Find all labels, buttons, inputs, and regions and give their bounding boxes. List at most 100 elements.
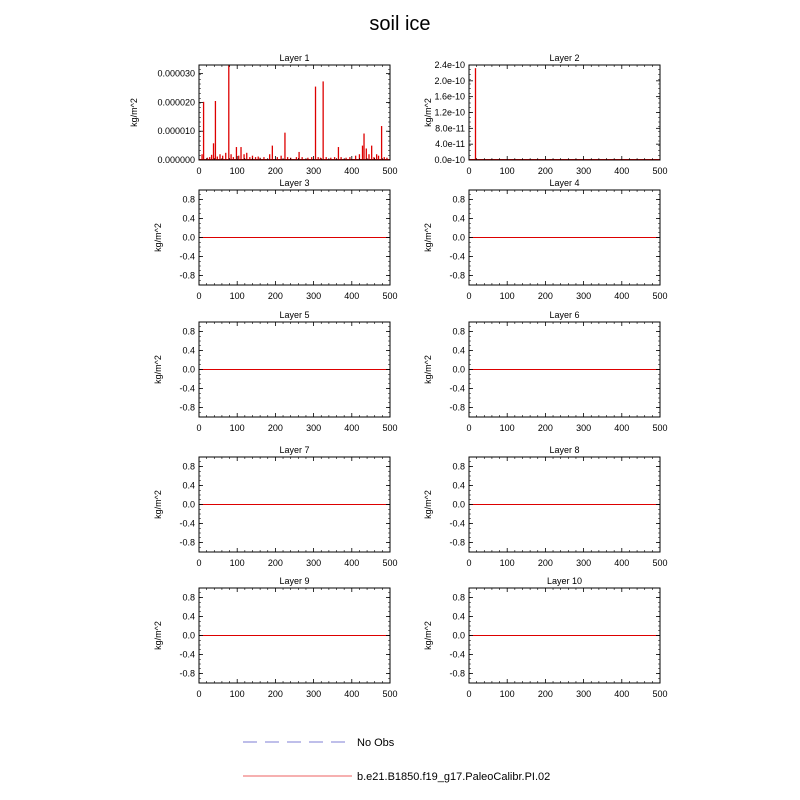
y-tick-label: -0.4 [449,252,465,262]
x-tick-label: 0 [196,558,201,568]
y-axis-label: kg/m^2 [423,223,433,252]
x-tick-label: 200 [268,166,283,176]
panel-title: Layer 1 [279,53,309,63]
y-tick-label: -0.8 [179,403,195,413]
panel-title: Layer 8 [549,445,579,455]
y-tick-label: 2.4e-10 [434,60,465,70]
x-tick-label: 200 [538,166,553,176]
y-tick-label: 0.0 [452,233,465,243]
x-tick-label: 0 [466,423,471,433]
x-tick-label: 200 [268,689,283,699]
x-tick-label: 500 [382,166,397,176]
figure-title: soil ice [369,13,430,35]
y-axis-label: kg/m^2 [423,355,433,384]
y-tick-label: 1.6e-10 [434,92,465,102]
y-tick-label: 0.4 [182,481,195,491]
x-tick-label: 300 [576,166,591,176]
y-tick-label: 4.0e-11 [435,139,465,149]
legend-label-no-obs: No Obs [357,737,395,749]
legend-label-model: b.e21.B1850.f19_g17.PaleoCalibr.PI.02 [357,771,550,783]
panel-layer-6: Layer 6 kg/m^2 0 100 200 300 400 500 0.8 0.4 0.0 -0… [423,310,668,433]
y-tick-label: -0.8 [179,669,195,679]
x-tick-label: 300 [306,291,321,301]
y-tick-label: 0.4 [452,346,465,356]
y-axis-label: kg/m^2 [423,621,433,650]
x-tick-label: 200 [538,689,553,699]
x-tick-label: 400 [344,166,359,176]
y-tick-label: 0.4 [182,346,195,356]
panel-title: Layer 10 [547,576,582,586]
x-tick-label: 400 [614,423,629,433]
panel-layer-8: Layer 8 kg/m^2 0 100 200 300 400 500 0.8 0.4 0.0 -0… [423,445,668,568]
y-tick-label: 0.4 [452,481,465,491]
y-tick-label: -0.8 [179,538,195,548]
y-tick-label: 0.0 [182,500,195,510]
y-tick-label: 0.0e-10 [434,155,465,165]
y-tick-label: 0.8 [182,593,195,603]
x-tick-label: 200 [538,558,553,568]
x-tick-label: 0 [466,558,471,568]
x-tick-label: 300 [306,423,321,433]
x-tick-label: 0 [196,689,201,699]
y-tick-label: 0.000000 [157,155,195,165]
x-tick-label: 300 [306,689,321,699]
x-tick-label: 500 [652,423,667,433]
y-tick-label: 0.4 [452,612,465,622]
panel-title: Layer 3 [279,178,309,188]
panel-title: Layer 6 [549,310,579,320]
y-tick-label: 1.2e-10 [434,108,465,118]
y-axis-label: kg/m^2 [129,98,139,127]
x-tick-label: 100 [500,166,515,176]
y-tick-label: -0.8 [449,669,465,679]
x-tick-label: 300 [576,558,591,568]
y-tick-label: 0.0 [452,365,465,375]
y-tick-label: 0.8 [182,462,195,472]
x-tick-label: 300 [576,689,591,699]
x-tick-label: 100 [230,689,245,699]
panel-title: Layer 5 [279,310,309,320]
x-tick-label: 400 [344,689,359,699]
x-tick-label: 200 [268,291,283,301]
x-tick-label: 500 [652,166,667,176]
y-tick-label: -0.4 [179,384,195,394]
x-tick-label: 0 [196,166,201,176]
x-tick-label: 200 [268,558,283,568]
y-tick-label: 8.0e-11 [435,123,465,133]
y-tick-label: 0.8 [452,195,465,205]
y-tick-label: 0.8 [452,593,465,603]
y-axis-label: kg/m^2 [153,355,163,384]
y-axis-label: kg/m^2 [423,490,433,519]
x-tick-label: 300 [306,166,321,176]
y-tick-label: -0.8 [449,403,465,413]
x-tick-label: 400 [614,558,629,568]
y-tick-label: 0.0 [182,233,195,243]
panel-layer-7: Layer 7 kg/m^2 0 100 200 300 400 500 0.8 0.4 0.0 -0… [153,445,398,568]
y-tick-label: 0.000020 [157,97,195,107]
y-tick-label: -0.8 [449,271,465,281]
panel-layer-4: Layer 4 kg/m^2 0 100 200 300 400 500 0.8 0.4 0.0 -0… [423,178,668,301]
x-tick-label: 100 [500,558,515,568]
x-tick-label: 200 [538,423,553,433]
panel-title: Layer 9 [279,576,309,586]
x-tick-label: 0 [466,291,471,301]
y-tick-label: 0.0 [182,365,195,375]
y-tick-label: -0.4 [449,384,465,394]
x-tick-label: 100 [500,291,515,301]
plot-frame [468,64,661,161]
y-tick-label: -0.4 [449,519,465,529]
x-tick-label: 100 [230,423,245,433]
y-tick-label: 0.4 [182,612,195,622]
x-tick-label: 300 [576,423,591,433]
y-tick-label: -0.8 [179,271,195,281]
panel-title: Layer 4 [549,178,579,188]
x-tick-label: 200 [538,291,553,301]
y-axis-label: kg/m^2 [423,98,433,127]
x-tick-label: 400 [614,166,629,176]
y-tick-label: 0.0 [182,631,195,641]
x-tick-label: 200 [268,423,283,433]
x-tick-label: 400 [344,291,359,301]
y-tick-label: -0.4 [179,252,195,262]
y-tick-label: -0.8 [449,538,465,548]
y-tick-label: 0.8 [182,327,195,337]
